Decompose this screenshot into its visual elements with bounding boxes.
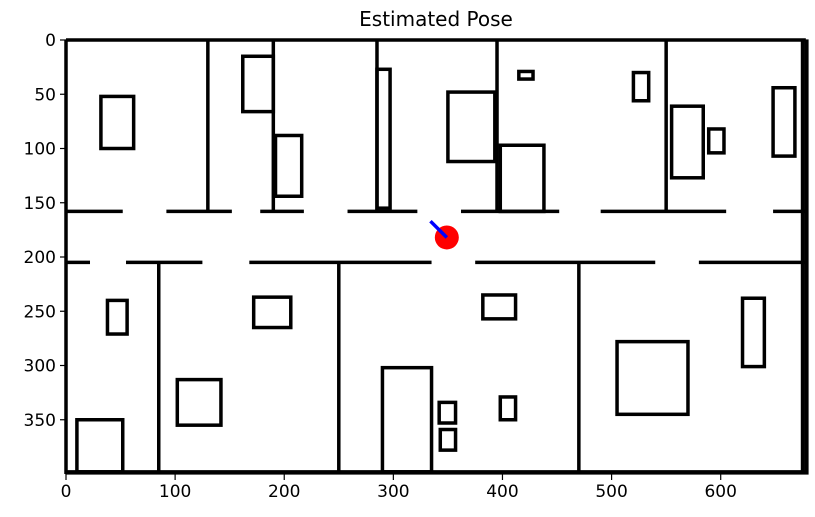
y-tick-label: 50 xyxy=(34,85,56,105)
map-obstacle xyxy=(498,143,546,214)
y-tick-label: 250 xyxy=(24,302,56,322)
map-obstacle xyxy=(273,133,304,198)
map-obstacle xyxy=(631,70,651,103)
map-obstacle xyxy=(771,85,797,158)
map-obstacle xyxy=(99,94,136,151)
map-obstacle xyxy=(615,339,690,417)
map-layer xyxy=(64,38,808,474)
pose-layer xyxy=(429,219,459,250)
map-obstacle xyxy=(380,365,434,474)
map-obstacle xyxy=(517,69,535,81)
heading-line xyxy=(429,219,449,239)
map-obstacle xyxy=(446,90,497,164)
map-obstacle xyxy=(251,295,293,330)
map-obstacle xyxy=(706,127,726,155)
map-obstacle xyxy=(75,418,125,474)
y-tick-label: 200 xyxy=(24,248,56,268)
x-tick-label: 0 xyxy=(61,482,72,502)
x-tick-label: 500 xyxy=(595,482,627,502)
y-tick-label: 350 xyxy=(24,411,56,431)
x-tick-label: 400 xyxy=(486,482,518,502)
y-tick-label: 0 xyxy=(45,31,56,51)
map-obstacle xyxy=(375,67,392,210)
map-obstacle xyxy=(105,298,129,336)
x-tick-label: 100 xyxy=(159,482,191,502)
y-tick-label: 100 xyxy=(24,140,56,160)
y-tick-label: 150 xyxy=(24,194,56,214)
axes: 0 100 200 300 400 500 600 0 50 100 150 200 250 300 350 xyxy=(24,31,809,502)
map-obstacle xyxy=(175,377,223,427)
map-obstacle xyxy=(481,293,518,321)
chart-title: Estimated Pose xyxy=(359,7,513,31)
map-obstacle xyxy=(437,400,458,425)
x-tick-label: 200 xyxy=(268,482,300,502)
map-obstacle xyxy=(498,395,518,422)
map-obstacle xyxy=(669,104,705,180)
x-tick-label: 300 xyxy=(377,482,409,502)
map-obstacle xyxy=(438,427,458,452)
x-tick-label: 600 xyxy=(704,482,736,502)
map-obstacle xyxy=(740,296,767,369)
map-obstacle xyxy=(241,54,276,114)
y-tick-label: 300 xyxy=(24,357,56,377)
